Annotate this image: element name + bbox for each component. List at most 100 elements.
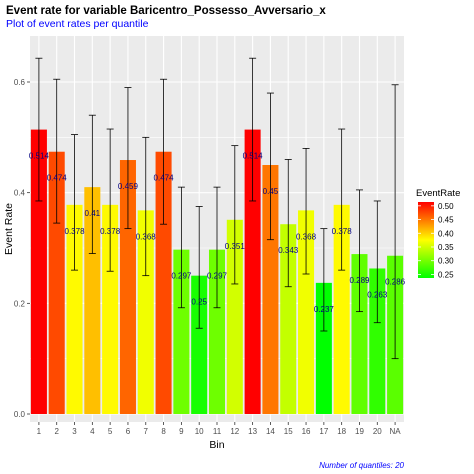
error-bar-1 — [35, 57, 43, 202]
error-bar-6 — [124, 87, 132, 230]
x-tick-label: 20 — [373, 427, 382, 436]
x-tick-label: 7 — [144, 427, 149, 436]
error-bar-11 — [213, 186, 221, 309]
data-label-12: 0.351 — [225, 242, 246, 251]
x-tick-label: 12 — [230, 427, 239, 436]
bar-12 — [226, 219, 243, 414]
bar-10 — [191, 275, 208, 414]
legend-tick-label: 0.45 — [438, 216, 454, 225]
y-axis-ticks: 0.0 0.2 0.4 0.6 — [14, 78, 30, 419]
legend-colorbar — [418, 202, 434, 278]
data-label-6: 0.459 — [118, 182, 139, 191]
bar-2 — [48, 151, 65, 414]
data-label-NA: 0.286 — [385, 278, 406, 287]
bar-4 — [84, 187, 101, 414]
bar-7 — [137, 210, 154, 414]
x-tick-label: 6 — [126, 427, 131, 436]
x-tick-label: 17 — [319, 427, 328, 436]
error-bar-16 — [302, 147, 310, 275]
x-tick-label: 9 — [179, 427, 184, 436]
error-bar-10 — [195, 206, 203, 329]
x-tick-label: 11 — [213, 427, 222, 436]
y-tick-label: 0.2 — [14, 299, 26, 308]
x-tick-label: 4 — [90, 427, 95, 436]
x-axis-ticks: 1 2 3 4 5 6 7 8 9 10 11 12 13 14 15 16 17 18 19 20 NA — [37, 422, 402, 436]
x-tick-label: 13 — [248, 427, 257, 436]
x-tick-label: 1 — [37, 427, 42, 436]
bar-20 — [369, 268, 386, 414]
chart-subtitle: Plot of event rates per quantile — [6, 18, 149, 30]
legend: EventRate 0.25 0.30 0.35 0.40 0.45 0.50 — [416, 188, 460, 279]
error-bar-14 — [266, 92, 274, 241]
data-label-15: 0.343 — [278, 246, 299, 255]
x-tick-label: 16 — [302, 427, 311, 436]
x-tick-label: 14 — [266, 427, 275, 436]
data-label-9: 0.297 — [171, 272, 192, 281]
data-label-11: 0.297 — [207, 272, 228, 281]
data-label-1: 0.514 — [29, 152, 50, 161]
legend-title: EventRate — [416, 188, 460, 199]
bars-group — [30, 129, 404, 414]
x-tick-label: 15 — [284, 427, 293, 436]
x-tick-label: NA — [390, 427, 402, 436]
y-axis-title: Event Rate — [3, 203, 15, 255]
data-label-14: 0.45 — [263, 187, 279, 196]
error-bar-9 — [177, 186, 185, 309]
data-label-7: 0.368 — [136, 232, 157, 241]
legend-tick-label: 0.50 — [438, 202, 454, 211]
x-tick-label: 5 — [108, 427, 113, 436]
bar-19 — [351, 254, 368, 414]
caption: Number of quantiles: 20 — [319, 461, 404, 470]
x-axis-title: Bin — [209, 439, 224, 451]
error-bar-2 — [53, 78, 61, 224]
error-bar-3 — [71, 134, 79, 271]
bar-5 — [102, 204, 119, 414]
legend-tick-label: 0.35 — [438, 243, 454, 252]
bar-6 — [119, 160, 136, 414]
data-label-18: 0.378 — [332, 227, 353, 236]
error-bar-17 — [320, 228, 328, 332]
bar-15 — [280, 224, 297, 414]
x-tick-label: 10 — [195, 427, 204, 436]
x-tick-label: 18 — [337, 427, 346, 436]
error-bar-NA — [391, 84, 399, 360]
bar-14 — [262, 165, 279, 414]
error-bar-18 — [338, 128, 346, 271]
data-label-10: 0.25 — [191, 298, 207, 307]
data-label-17: 0.237 — [314, 305, 335, 314]
data-label-8: 0.474 — [154, 174, 175, 183]
data-label-19: 0.289 — [349, 276, 370, 285]
error-bar-12 — [231, 145, 239, 285]
bar-3 — [66, 204, 83, 414]
bar-11 — [208, 249, 226, 414]
x-tick-label: 19 — [355, 427, 364, 436]
bar-9 — [173, 249, 190, 414]
error-bars-group — [35, 57, 399, 360]
x-tick-label: 3 — [72, 427, 77, 436]
x-tick-label: 8 — [161, 427, 166, 436]
error-bar-20 — [373, 200, 381, 324]
bar-1 — [30, 129, 47, 414]
legend-ticks: 0.25 0.30 0.35 0.40 0.45 0.50 — [418, 202, 454, 279]
bar-8 — [155, 151, 172, 414]
error-bar-19 — [355, 189, 363, 313]
y-tick-label: 0.6 — [14, 78, 26, 87]
bar-13 — [244, 129, 261, 414]
y-tick-label: 0.0 — [14, 410, 26, 419]
bar-16 — [298, 210, 315, 414]
chart-title: Event rate for variable Baricentro_Posse… — [6, 5, 326, 17]
x-tick-label: 2 — [54, 427, 59, 436]
error-bar-13 — [249, 57, 257, 202]
bar-17 — [315, 282, 332, 414]
legend-tick-label: 0.25 — [438, 270, 454, 279]
y-tick-label: 0.4 — [14, 189, 26, 198]
error-bar-4 — [88, 114, 96, 254]
data-label-20: 0.263 — [367, 290, 388, 299]
legend-tick-label: 0.40 — [438, 229, 454, 238]
error-bar-8 — [160, 78, 168, 225]
error-bar-5 — [106, 128, 114, 272]
data-label-4: 0.41 — [85, 209, 101, 218]
error-bar-15 — [284, 159, 292, 288]
data-label-2: 0.474 — [47, 174, 68, 183]
